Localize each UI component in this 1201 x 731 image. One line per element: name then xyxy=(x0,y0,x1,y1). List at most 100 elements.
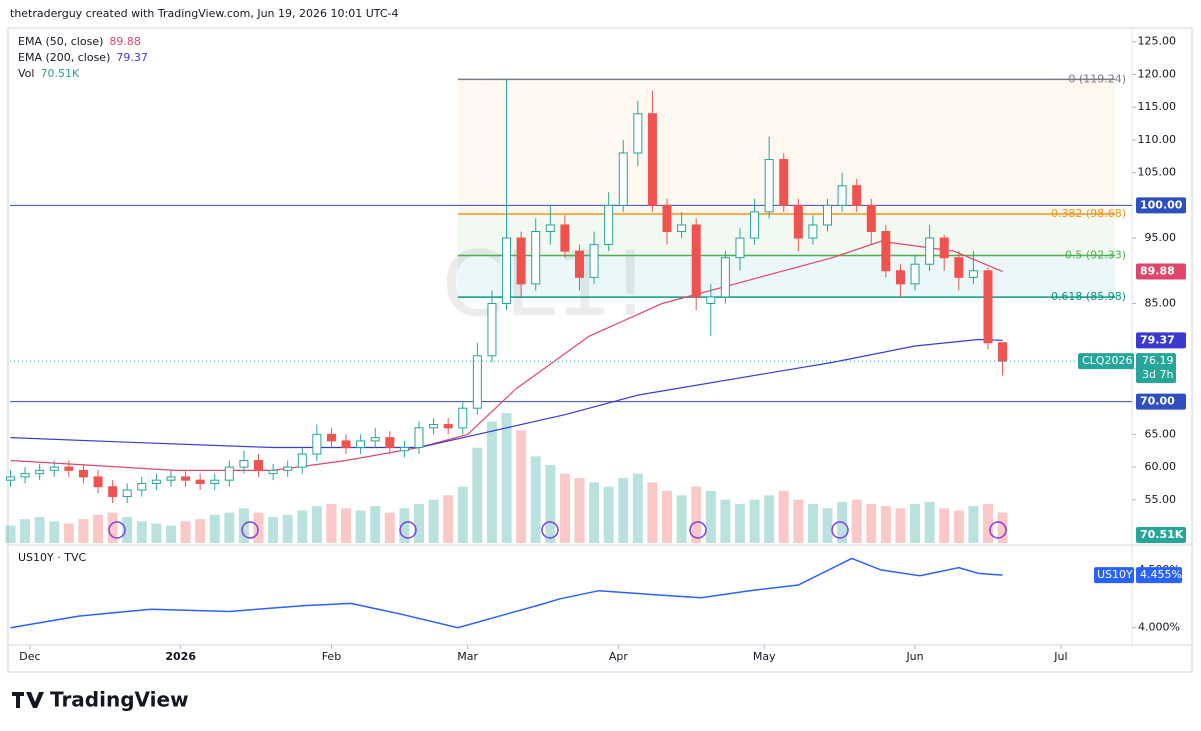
candle-body xyxy=(823,204,833,226)
ema-line xyxy=(10,338,1003,449)
candle-body xyxy=(239,460,249,468)
volume-label: 70.51K xyxy=(1140,528,1184,541)
candle-body xyxy=(895,270,905,285)
volume-bar xyxy=(151,523,162,543)
candle-body xyxy=(662,204,672,233)
frame xyxy=(7,27,1193,673)
volume-bar xyxy=(603,486,614,543)
candle-body xyxy=(297,453,307,468)
last-value-box xyxy=(1136,567,1182,584)
price-label-box xyxy=(1136,393,1186,410)
y-tick-label: 4.000% xyxy=(1138,621,1180,634)
candle-body xyxy=(414,427,424,448)
candle-body xyxy=(195,479,205,484)
event-icon[interactable] xyxy=(241,521,259,539)
legend-name: EMA (200, close) xyxy=(18,51,110,64)
x-tick-label: May xyxy=(753,650,776,663)
candle-body xyxy=(108,486,118,498)
candle-body xyxy=(166,476,176,481)
volume-bar xyxy=(297,510,308,543)
x-tick-label: 2026 xyxy=(165,650,196,663)
y-tick-label: 55.00 xyxy=(1145,493,1177,506)
candle-body xyxy=(735,237,745,259)
volume-bar xyxy=(165,525,176,543)
candle-body xyxy=(326,433,336,442)
last-price-box xyxy=(1136,353,1176,384)
volume-bar xyxy=(662,491,673,543)
candle-body xyxy=(793,204,803,239)
volume-bar xyxy=(968,506,979,543)
volume-bar xyxy=(559,473,570,543)
candle-body xyxy=(137,482,147,491)
candle-body xyxy=(429,424,439,429)
volume-bar xyxy=(472,447,483,543)
volume-bar xyxy=(734,504,745,543)
candle-body xyxy=(356,440,366,448)
candle-body xyxy=(910,263,920,285)
event-icon[interactable] xyxy=(399,521,417,539)
volume-bar xyxy=(676,495,687,543)
yield-line xyxy=(10,557,1003,629)
volume-bar xyxy=(136,521,147,543)
volume-bar xyxy=(910,504,921,543)
volume-bar xyxy=(939,508,950,543)
volume-bar xyxy=(282,514,293,543)
candle-body xyxy=(122,489,132,498)
event-icon[interactable] xyxy=(108,521,126,539)
candle-body xyxy=(181,476,191,481)
watermark: CL1! xyxy=(442,232,648,337)
price-label: 79.37 xyxy=(1140,333,1175,346)
volume-bar xyxy=(107,512,118,543)
event-icon[interactable] xyxy=(989,521,1007,539)
candle-body xyxy=(691,224,701,298)
candle-body xyxy=(808,224,818,239)
candle-body xyxy=(866,204,876,233)
candle-body xyxy=(852,185,862,206)
volume-bar xyxy=(443,495,454,543)
volume-bar xyxy=(311,506,322,543)
candle-body xyxy=(647,113,657,206)
y-tick-label: 105.00 xyxy=(1138,166,1177,179)
volume-bar xyxy=(545,465,556,543)
candle-body xyxy=(545,224,555,233)
price-label: 70.00 xyxy=(1140,395,1175,408)
y-tick-label: 120.00 xyxy=(1138,67,1177,80)
volume-bar xyxy=(355,510,366,543)
volume-bar xyxy=(49,521,60,543)
price-label-box xyxy=(1136,263,1186,280)
candle-body xyxy=(706,296,716,304)
volume-bar xyxy=(530,456,541,543)
event-icon[interactable] xyxy=(689,521,707,539)
y-tick-label: 110.00 xyxy=(1138,133,1177,146)
volume-bar xyxy=(880,506,891,543)
volume-bar xyxy=(778,491,789,543)
candle-body xyxy=(5,476,15,481)
y-tick-label: 125.00 xyxy=(1138,35,1177,48)
volume-bar xyxy=(589,482,600,543)
volume-bar xyxy=(384,512,395,543)
candle-body xyxy=(224,466,234,481)
legend-value: 89.88 xyxy=(109,35,141,48)
candle-body xyxy=(837,185,847,206)
volume-bar xyxy=(720,499,731,543)
volume-bar xyxy=(618,478,629,543)
price-label-box xyxy=(1136,332,1186,349)
legend-name: Vol xyxy=(18,67,34,80)
volume-bar xyxy=(253,512,264,543)
fib-label: 0.5 (92.33) xyxy=(1065,249,1126,262)
volume-bar xyxy=(851,499,862,543)
volume-bar xyxy=(691,486,702,543)
volume-bar xyxy=(428,499,439,543)
y-tick-label: 115.00 xyxy=(1138,100,1177,113)
candle-body xyxy=(312,433,322,455)
legend-value: 70.51K xyxy=(40,67,79,80)
event-icon[interactable] xyxy=(831,521,849,539)
candle-body xyxy=(589,244,599,278)
event-icon[interactable] xyxy=(541,521,559,539)
candle-body xyxy=(283,466,293,471)
countdown: 3d 7h xyxy=(1142,368,1173,381)
last-price-label: 76.19 xyxy=(1142,354,1174,367)
candle-body xyxy=(385,437,395,448)
volume-bar xyxy=(632,473,643,543)
